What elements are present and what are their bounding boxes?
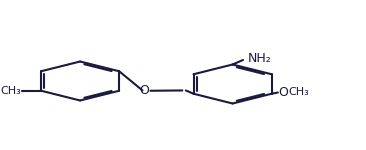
Text: NH₂: NH₂ xyxy=(248,52,272,65)
Text: CH₃: CH₃ xyxy=(288,87,309,97)
Text: O: O xyxy=(279,86,288,99)
Text: CH₃: CH₃ xyxy=(0,86,21,96)
Text: O: O xyxy=(139,84,149,97)
